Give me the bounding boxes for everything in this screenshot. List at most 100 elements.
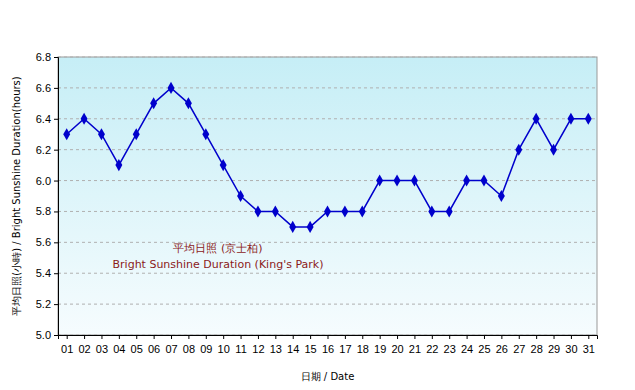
x-tick-mark	[328, 335, 329, 339]
annotation: 平均日照 (京士柏)	[173, 242, 262, 255]
x-tick-label: 21	[409, 343, 421, 355]
marker	[428, 205, 435, 217]
y-tick: 5.6	[36, 236, 58, 248]
x-tick: 02	[78, 335, 90, 355]
marker	[324, 205, 331, 217]
x-tick-label: 12	[252, 343, 264, 355]
grid-line	[58, 87, 597, 88]
y-tick: 5.4	[36, 267, 58, 279]
x-tick-mark	[206, 335, 207, 339]
annotation: Bright Sunshine Duration (King's Park)	[113, 258, 324, 271]
x-tick-mark	[258, 335, 259, 339]
x-tick-label: 27	[513, 343, 525, 355]
y-tick: 6.8	[36, 51, 58, 63]
x-tick: 28	[531, 335, 543, 355]
y-tick-label: 5.6	[36, 236, 51, 248]
plot: 5.05.25.45.65.86.06.26.46.66.80102030405…	[36, 51, 598, 355]
x-tick: 23	[444, 335, 456, 355]
y-tick-mark	[54, 181, 58, 182]
annotations: 平均日照 (京士柏) Bright Sunshine Duration (King…	[113, 242, 324, 271]
x-axis-title: 日期 / Date	[301, 371, 355, 382]
line	[67, 88, 589, 227]
x-tick: 29	[548, 335, 560, 355]
x-tick-mark	[223, 335, 224, 339]
marker	[515, 144, 522, 156]
marker	[307, 221, 314, 233]
marker	[63, 128, 70, 140]
x-tick-label: 02	[78, 343, 90, 355]
y-axis-line	[54, 58, 59, 336]
grid-line	[58, 57, 597, 58]
x-tick-label: 05	[131, 343, 143, 355]
x-tick-mark	[136, 335, 137, 339]
series	[63, 82, 592, 233]
marker	[98, 128, 105, 140]
y-tick: 6.6	[36, 82, 58, 94]
x-tick-mark	[241, 335, 242, 339]
x-tick-mark	[484, 335, 485, 339]
grid-line	[58, 242, 597, 243]
y-tick-label: 5.0	[36, 329, 51, 341]
x-tick-mark	[380, 335, 381, 339]
x-tick: 03	[96, 335, 108, 355]
x-tick-mark	[67, 335, 68, 339]
y-axis-title: 平均日照(小時) / Bright Sunshine Duration(hour…	[11, 76, 22, 316]
x-tick: 30	[565, 335, 577, 355]
x-axis-line	[59, 336, 598, 340]
marker	[567, 113, 574, 125]
y-tick-label: 6.0	[36, 175, 51, 187]
x-tick: 24	[461, 335, 473, 355]
x-tick-mark	[84, 335, 85, 339]
x-tick-label: 03	[96, 343, 108, 355]
x-tick-mark	[536, 335, 537, 339]
x-tick-label: 20	[391, 343, 403, 355]
chart: 5.05.25.45.65.86.06.26.46.66.80102030405…	[0, 0, 635, 390]
x-tick-mark	[588, 335, 589, 339]
x-tick-label: 24	[461, 343, 473, 355]
y-tick-label: 5.4	[36, 267, 51, 279]
marker	[411, 175, 418, 187]
y-tick: 5.2	[36, 298, 58, 310]
grid	[58, 57, 597, 335]
x-tick: 08	[183, 335, 195, 355]
x-tick: 15	[304, 335, 316, 355]
x-tick-label: 15	[304, 343, 316, 355]
x-tick-mark	[519, 335, 520, 339]
x-tick-mark	[362, 335, 363, 339]
y-tick-mark	[54, 273, 58, 274]
y-tick-label: 6.2	[36, 144, 51, 156]
x-tick-mark	[154, 335, 155, 339]
x-tick-label: 07	[165, 343, 177, 355]
marker	[394, 175, 401, 187]
x-tick-mark	[449, 335, 450, 339]
x-tick: 11	[235, 335, 246, 355]
x-tick-mark	[467, 335, 468, 339]
y-tick-mark	[54, 88, 58, 89]
x-tick-mark	[101, 335, 102, 339]
marker	[220, 159, 227, 171]
y-tick-mark	[54, 211, 58, 212]
x-tick-label: 04	[113, 343, 125, 355]
grid-line	[58, 304, 597, 305]
x-tick: 09	[200, 335, 212, 355]
x-tick-label: 06	[148, 343, 160, 355]
x-tick-mark	[414, 335, 415, 339]
x-tick-label: 10	[218, 343, 230, 355]
marker	[550, 144, 557, 156]
x-tick: 07	[165, 335, 177, 355]
grid-line	[58, 118, 597, 119]
x-tick-label: 11	[235, 343, 246, 355]
x-tick-mark	[275, 335, 276, 339]
y-tick-label: 6.8	[36, 51, 51, 63]
marker	[168, 82, 175, 94]
x-tick: 17	[339, 335, 351, 355]
plot-background	[58, 57, 597, 335]
marker	[133, 128, 140, 140]
x-tick-label: 28	[531, 343, 543, 355]
x-tick-mark	[345, 335, 346, 339]
marker	[185, 97, 192, 109]
y-tick-mark	[54, 304, 58, 305]
y-tick-mark	[54, 150, 58, 151]
y-tick: 6.0	[36, 175, 58, 187]
marker	[481, 175, 488, 187]
